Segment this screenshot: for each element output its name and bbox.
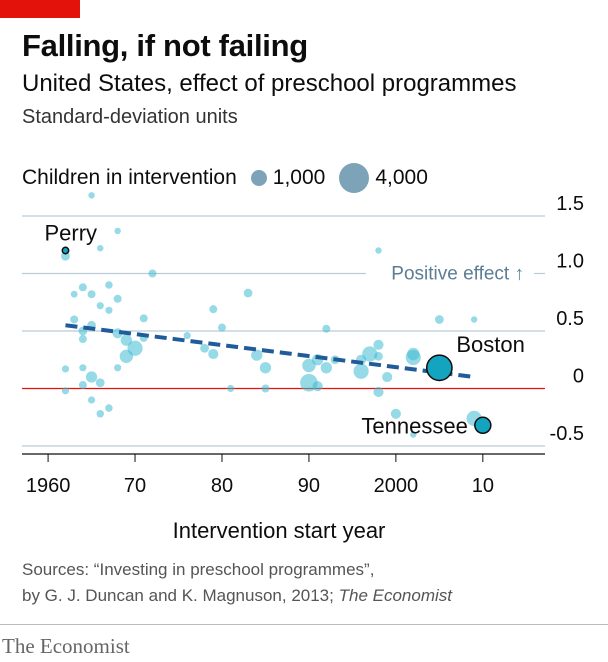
- x-axis-label: Intervention start year: [173, 518, 386, 543]
- data-point: [87, 396, 96, 404]
- highlight-point-boston: [425, 354, 453, 382]
- highlight-label-perry: Perry: [44, 221, 97, 246]
- data-point: [88, 192, 95, 199]
- data-point: [61, 251, 70, 261]
- legend-large-bubble: [339, 163, 370, 193]
- data-point: [243, 288, 253, 298]
- data-point: [217, 323, 226, 332]
- sources-publication: The Economist: [338, 586, 452, 605]
- x-tick-label: 10: [472, 475, 494, 497]
- data-point: [96, 302, 104, 310]
- x-tick-label: 80: [211, 475, 233, 497]
- data-point: [120, 334, 132, 346]
- x-tick-label: 70: [124, 475, 146, 497]
- data-point: [209, 305, 218, 314]
- size-legend-label: Children in intervention: [22, 166, 237, 189]
- sources-line-2: by G. J. Duncan and K. Magnuson, 2013; T…: [22, 583, 452, 609]
- data-point: [261, 384, 270, 393]
- data-point: [105, 281, 113, 289]
- data-point: [362, 346, 378, 362]
- data-point: [78, 381, 87, 390]
- sources: Sources: “Investing in preschool program…: [22, 557, 452, 609]
- sources-authors: by G. J. Duncan and K. Magnuson, 2013;: [22, 586, 334, 605]
- data-point: [78, 335, 87, 344]
- annotation-positive-effect: Positive effect ↑: [391, 264, 524, 285]
- data-point: [61, 365, 70, 373]
- data-point: [434, 315, 444, 324]
- legend-large-label: 4,000: [375, 166, 428, 189]
- scatter-chart: 1.5 1.0 0.5 0 -0.5 Positive effect ↑ 1960 70 80 9…: [22, 192, 584, 543]
- highlight-label-boston: Boston: [456, 332, 525, 357]
- data-point: [70, 315, 79, 324]
- data-point: [374, 351, 383, 361]
- data-point: [382, 371, 393, 383]
- data-point: [87, 290, 96, 299]
- data-point: [139, 314, 148, 323]
- data-point: [320, 362, 332, 374]
- data-point: [322, 324, 331, 333]
- data-point: [208, 348, 219, 360]
- data-point: [470, 316, 478, 323]
- y-tick-label: 1.0: [556, 251, 584, 273]
- y-tick-label: 1.5: [556, 193, 584, 215]
- data-point: [373, 386, 384, 398]
- data-point: [97, 245, 104, 252]
- data-point: [251, 349, 263, 361]
- brand-red-tab: [0, 0, 80, 18]
- chart-title: Falling, if not failing: [22, 28, 308, 63]
- data-point: [390, 408, 401, 419]
- highlight-point-tennessee: [474, 416, 492, 435]
- data-point: [119, 349, 134, 363]
- chart-units: Standard-deviation units: [22, 106, 238, 128]
- highlight-point-perry: [61, 246, 70, 255]
- data-point: [227, 384, 235, 393]
- data-point: [78, 283, 87, 292]
- data-point: [114, 364, 122, 372]
- data-point: [373, 339, 384, 350]
- trend-line: [65, 323, 475, 379]
- brand-name: The Economist: [2, 634, 130, 658]
- y-tick-label: 0.5: [556, 308, 584, 330]
- data-point: [85, 371, 98, 383]
- data-point: [95, 378, 105, 388]
- data-point: [410, 431, 417, 438]
- data-point: [183, 332, 191, 340]
- data-point: [148, 269, 157, 278]
- legend-small-bubble: [250, 170, 267, 186]
- data-point: [96, 410, 105, 418]
- x-tick-label: 2000: [374, 475, 419, 497]
- data-point: [312, 381, 323, 392]
- highlight-label-tennessee: Tennessee: [361, 413, 467, 438]
- data-point: [61, 387, 70, 395]
- data-point: [302, 358, 316, 373]
- data-point: [259, 362, 272, 374]
- sources-line-1: Sources: “Investing in preschool program…: [22, 560, 375, 579]
- data-point: [375, 247, 382, 254]
- y-tick-label: -0.5: [550, 423, 584, 445]
- footer-rule: [0, 624, 608, 625]
- chart-subtitle: United States, effect of preschool progr…: [22, 70, 517, 97]
- data-point: [200, 343, 209, 353]
- data-point: [105, 306, 113, 314]
- x-tick-label: 90: [298, 475, 320, 497]
- data-point: [113, 294, 122, 303]
- data-point: [405, 349, 421, 366]
- legend-small-label: 1,000: [272, 166, 326, 189]
- data-point: [105, 404, 113, 412]
- data-point: [70, 290, 78, 298]
- data-point: [353, 363, 369, 379]
- y-tick-label: 0: [573, 366, 584, 388]
- data-point: [79, 364, 87, 372]
- data-point: [114, 227, 121, 235]
- x-tick-label: 1960: [26, 475, 71, 497]
- size-legend: Children in intervention 1,000 4,000: [22, 163, 428, 193]
